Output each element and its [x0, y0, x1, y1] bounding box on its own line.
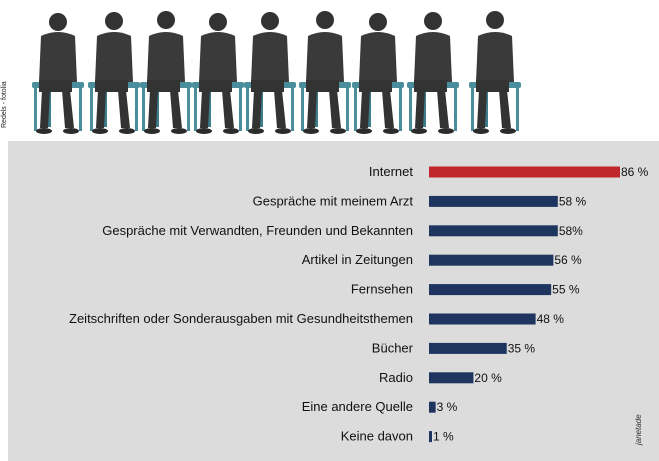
seated-person-figure [407, 12, 459, 134]
bar [429, 254, 554, 266]
value-label: 86 % [621, 165, 649, 179]
category-label: Radio [379, 370, 413, 385]
seated-person-figure [469, 11, 521, 134]
value-label: 48 % [537, 312, 565, 326]
seated-person-figure [88, 12, 140, 134]
seated-person-figure [352, 13, 404, 134]
bar [429, 284, 552, 296]
category-label: Keine davon [341, 429, 413, 444]
seated-person-figure [192, 13, 244, 134]
category-label: Gespräche mit meinem Arzt [253, 193, 414, 208]
bar [429, 401, 436, 413]
value-label: 1 % [433, 430, 454, 444]
seated-person-figure [299, 11, 351, 134]
header-illustration [0, 0, 659, 140]
value-label: 20 % [474, 371, 502, 385]
category-label: Zeitschriften oder Sonderausgaben mit Ge… [69, 311, 413, 326]
source-label: janetade [634, 414, 643, 445]
category-label: Internet [369, 164, 413, 179]
category-label: Fernsehen [351, 282, 413, 297]
category-label: Bücher [372, 340, 414, 355]
value-label: 56 % [554, 253, 582, 267]
value-label: 55 % [552, 283, 580, 297]
bar [429, 225, 558, 237]
bar [429, 166, 620, 178]
bar [429, 431, 432, 443]
value-label: 58% [559, 224, 583, 238]
category-label: Gespräche mit Verwandten, Freunden und B… [102, 223, 413, 238]
bar [429, 372, 474, 384]
seated-people-illustration [32, 11, 521, 134]
category-label: Eine andere Quelle [302, 399, 413, 414]
seated-person-figure [244, 12, 296, 134]
value-label: 35 % [508, 341, 536, 355]
chart-background [8, 141, 659, 461]
value-label: 3 % [437, 400, 458, 414]
bar [429, 313, 536, 325]
value-label: 58 % [559, 194, 587, 208]
category-label: Artikel in Zeitungen [302, 252, 413, 267]
seated-person-figure [140, 11, 192, 134]
bar [429, 195, 558, 207]
seated-person-figure [32, 13, 84, 134]
bar [429, 342, 507, 354]
